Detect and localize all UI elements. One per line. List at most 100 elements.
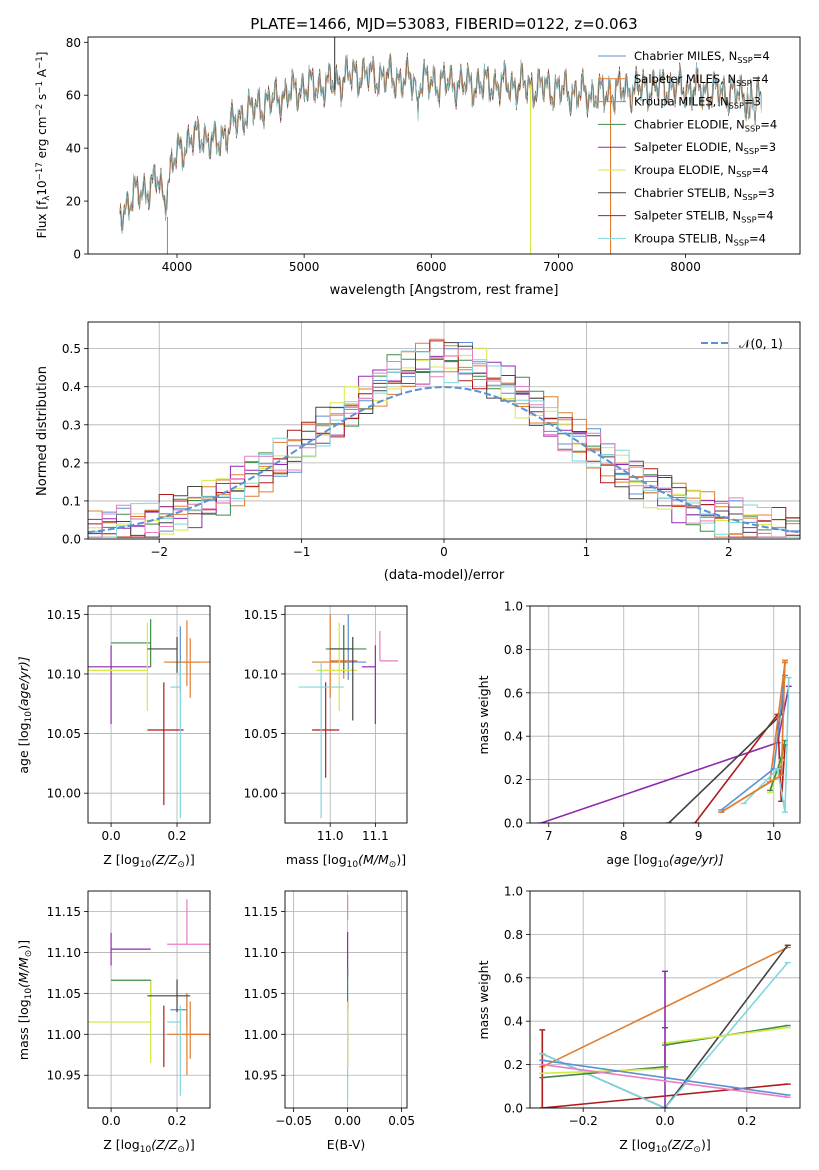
label-part: 10 — [24, 711, 34, 723]
weight-line — [720, 662, 786, 813]
y-tick-label: 11.05 — [244, 987, 278, 1001]
x-axis-label: Z [log10(Z/Z⊙)] — [103, 1137, 194, 1155]
label-part: )] — [396, 852, 406, 867]
x-tick-label: 2 — [725, 545, 733, 559]
y-tick-label: 0.4 — [62, 380, 81, 394]
y-tick-label: 10.10 — [244, 667, 278, 681]
label-part: A — [35, 68, 49, 81]
label-part: SSP — [745, 123, 760, 133]
y-axis-label: mass weight — [476, 675, 491, 754]
x-axis-label: wavelength [Angstrom, rest frame] — [330, 283, 559, 298]
label-part: 10 — [658, 860, 670, 870]
legend-entry: Chabrier ELODIE, NSSP=4 — [634, 117, 777, 133]
plot-area-age_vs_mass — [298, 614, 398, 819]
label-part: (age/yr)] — [16, 656, 31, 711]
label-part: Kroupa ELODIE, N — [634, 163, 736, 177]
x-tick-label: 0.2 — [167, 1114, 186, 1128]
label-part: −1 — [35, 56, 45, 69]
axes-weight_vs_Z: −0.2 0.0 0.2 0.0 0.2 0.4 0.6 0.8 1.0 — [504, 885, 801, 1128]
axes-frame — [529, 605, 801, 824]
label-part: mass [log — [16, 999, 31, 1060]
label-part: age [log — [16, 722, 31, 773]
x-tick-label: 0.2 — [737, 1114, 756, 1128]
x-tick-label: 7 — [545, 829, 553, 843]
y-axis-label: Flux [fλ10−17 erg cm−2 s−1 A−1] — [35, 52, 52, 239]
axes-age_vs_Z: 0.0 0.2 10.00 10.05 10.10 10.15 — [47, 605, 211, 843]
label-part: ⊙ — [693, 1145, 701, 1155]
axes-frame — [529, 890, 801, 1109]
label-part: =3 — [744, 95, 761, 109]
x-tick-label: 0 — [440, 545, 448, 559]
axes-age_vs_mass: 11.0 11.1 10.00 10.05 10.10 10.15 — [244, 605, 408, 843]
label-part: Salpeter STELIB, N — [634, 209, 741, 223]
spectrum-line — [119, 54, 762, 234]
y-tick-label: 10.05 — [244, 727, 278, 741]
y-tick-label: 0.8 — [504, 643, 523, 657]
legend-entry: Chabrier STELIB, NSSP=3 — [634, 186, 775, 202]
label-part: −1 — [35, 81, 45, 94]
label-part: (Z/Z — [667, 1137, 694, 1152]
label-part: SSP — [729, 101, 744, 111]
label-part: SSP — [741, 215, 756, 225]
y-tick-label: 0.4 — [504, 730, 523, 744]
label-part: 10 — [140, 860, 152, 870]
label-part: −17 — [35, 162, 45, 180]
label-part: age [log — [606, 852, 657, 867]
label-part: ⊙ — [24, 950, 34, 958]
label-part: SSP — [737, 55, 752, 65]
label-part: Salpeter MILES, N — [634, 72, 736, 86]
x-tick-label: 0.0 — [102, 1114, 121, 1128]
x-tick-label: 5000 — [289, 260, 320, 274]
x-tick-label: 8000 — [670, 260, 701, 274]
label-part: SSP — [742, 192, 757, 202]
x-tick-label: 9 — [695, 829, 703, 843]
y-tick-label: 11.05 — [47, 987, 81, 1001]
label-part: SSP — [736, 78, 751, 88]
label-part: Chabrier MILES, N — [634, 49, 737, 63]
axes-residuals: −2 −1 0 1 2 0.0 0.1 0.2 0.3 0.4 0.5 — [62, 321, 801, 559]
y-tick-label: 0.0 — [504, 1102, 523, 1116]
y-axis-label: mass [log10(M/M⊙)] — [16, 940, 34, 1060]
label-part: Kroupa MILES, N — [634, 95, 729, 109]
axes-frame — [284, 605, 408, 824]
y-tick-label: 0.2 — [504, 1058, 523, 1072]
label-part: )] — [16, 940, 31, 950]
weight-line — [743, 677, 790, 813]
legend-entry: Kroupa STELIB, NSSP=4 — [634, 231, 766, 247]
label-part: SSP — [744, 146, 759, 156]
x-tick-label: 10 — [766, 829, 781, 843]
label-part: )] — [701, 1137, 711, 1152]
x-tick-label: −1 — [293, 545, 311, 559]
x-tick-label: −2 — [150, 545, 168, 559]
y-tick-label: 10.15 — [244, 608, 278, 622]
x-tick-label: −0.2 — [569, 1114, 598, 1128]
label-part: SSP — [736, 169, 751, 179]
y-tick-label: 0.2 — [62, 456, 81, 470]
label-part: −2 — [35, 104, 45, 117]
axes-spectrum: 4000 5000 6000 7000 8000 0 20 40 60 80 — [66, 36, 801, 274]
y-tick-label: 0.1 — [62, 494, 81, 508]
y-tick-label: 0 — [73, 248, 81, 262]
y-tick-label: 10.95 — [244, 1069, 278, 1083]
y-tick-label: 10.95 — [47, 1069, 81, 1083]
label-part: mass [log — [286, 852, 347, 867]
y-tick-label: 0.4 — [504, 1015, 523, 1029]
axes-frame — [87, 605, 211, 824]
label-part: Chabrier ELODIE, N — [634, 117, 745, 131]
y-tick-label: 80 — [66, 36, 81, 50]
plot-area-age_vs_Z — [88, 619, 210, 819]
x-axis-label: mass [log10(M/M⊙)] — [286, 852, 406, 870]
plot-area-weight_vs_Z — [539, 944, 791, 1108]
x-tick-label: 0.0 — [655, 1114, 674, 1128]
normal-curve — [88, 386, 800, 534]
label-part: =3 — [759, 140, 776, 154]
y-tick-label: 1.0 — [504, 885, 523, 899]
weight-line — [542, 1063, 788, 1098]
label-part: )] — [185, 852, 195, 867]
y-tick-label: 20 — [66, 195, 81, 209]
x-tick-label: −0.05 — [275, 1114, 312, 1128]
y-tick-label: 0.6 — [504, 686, 523, 700]
x-tick-label: 7000 — [543, 260, 574, 274]
axes-frame — [87, 36, 801, 255]
label-part: ⊙ — [389, 860, 397, 870]
